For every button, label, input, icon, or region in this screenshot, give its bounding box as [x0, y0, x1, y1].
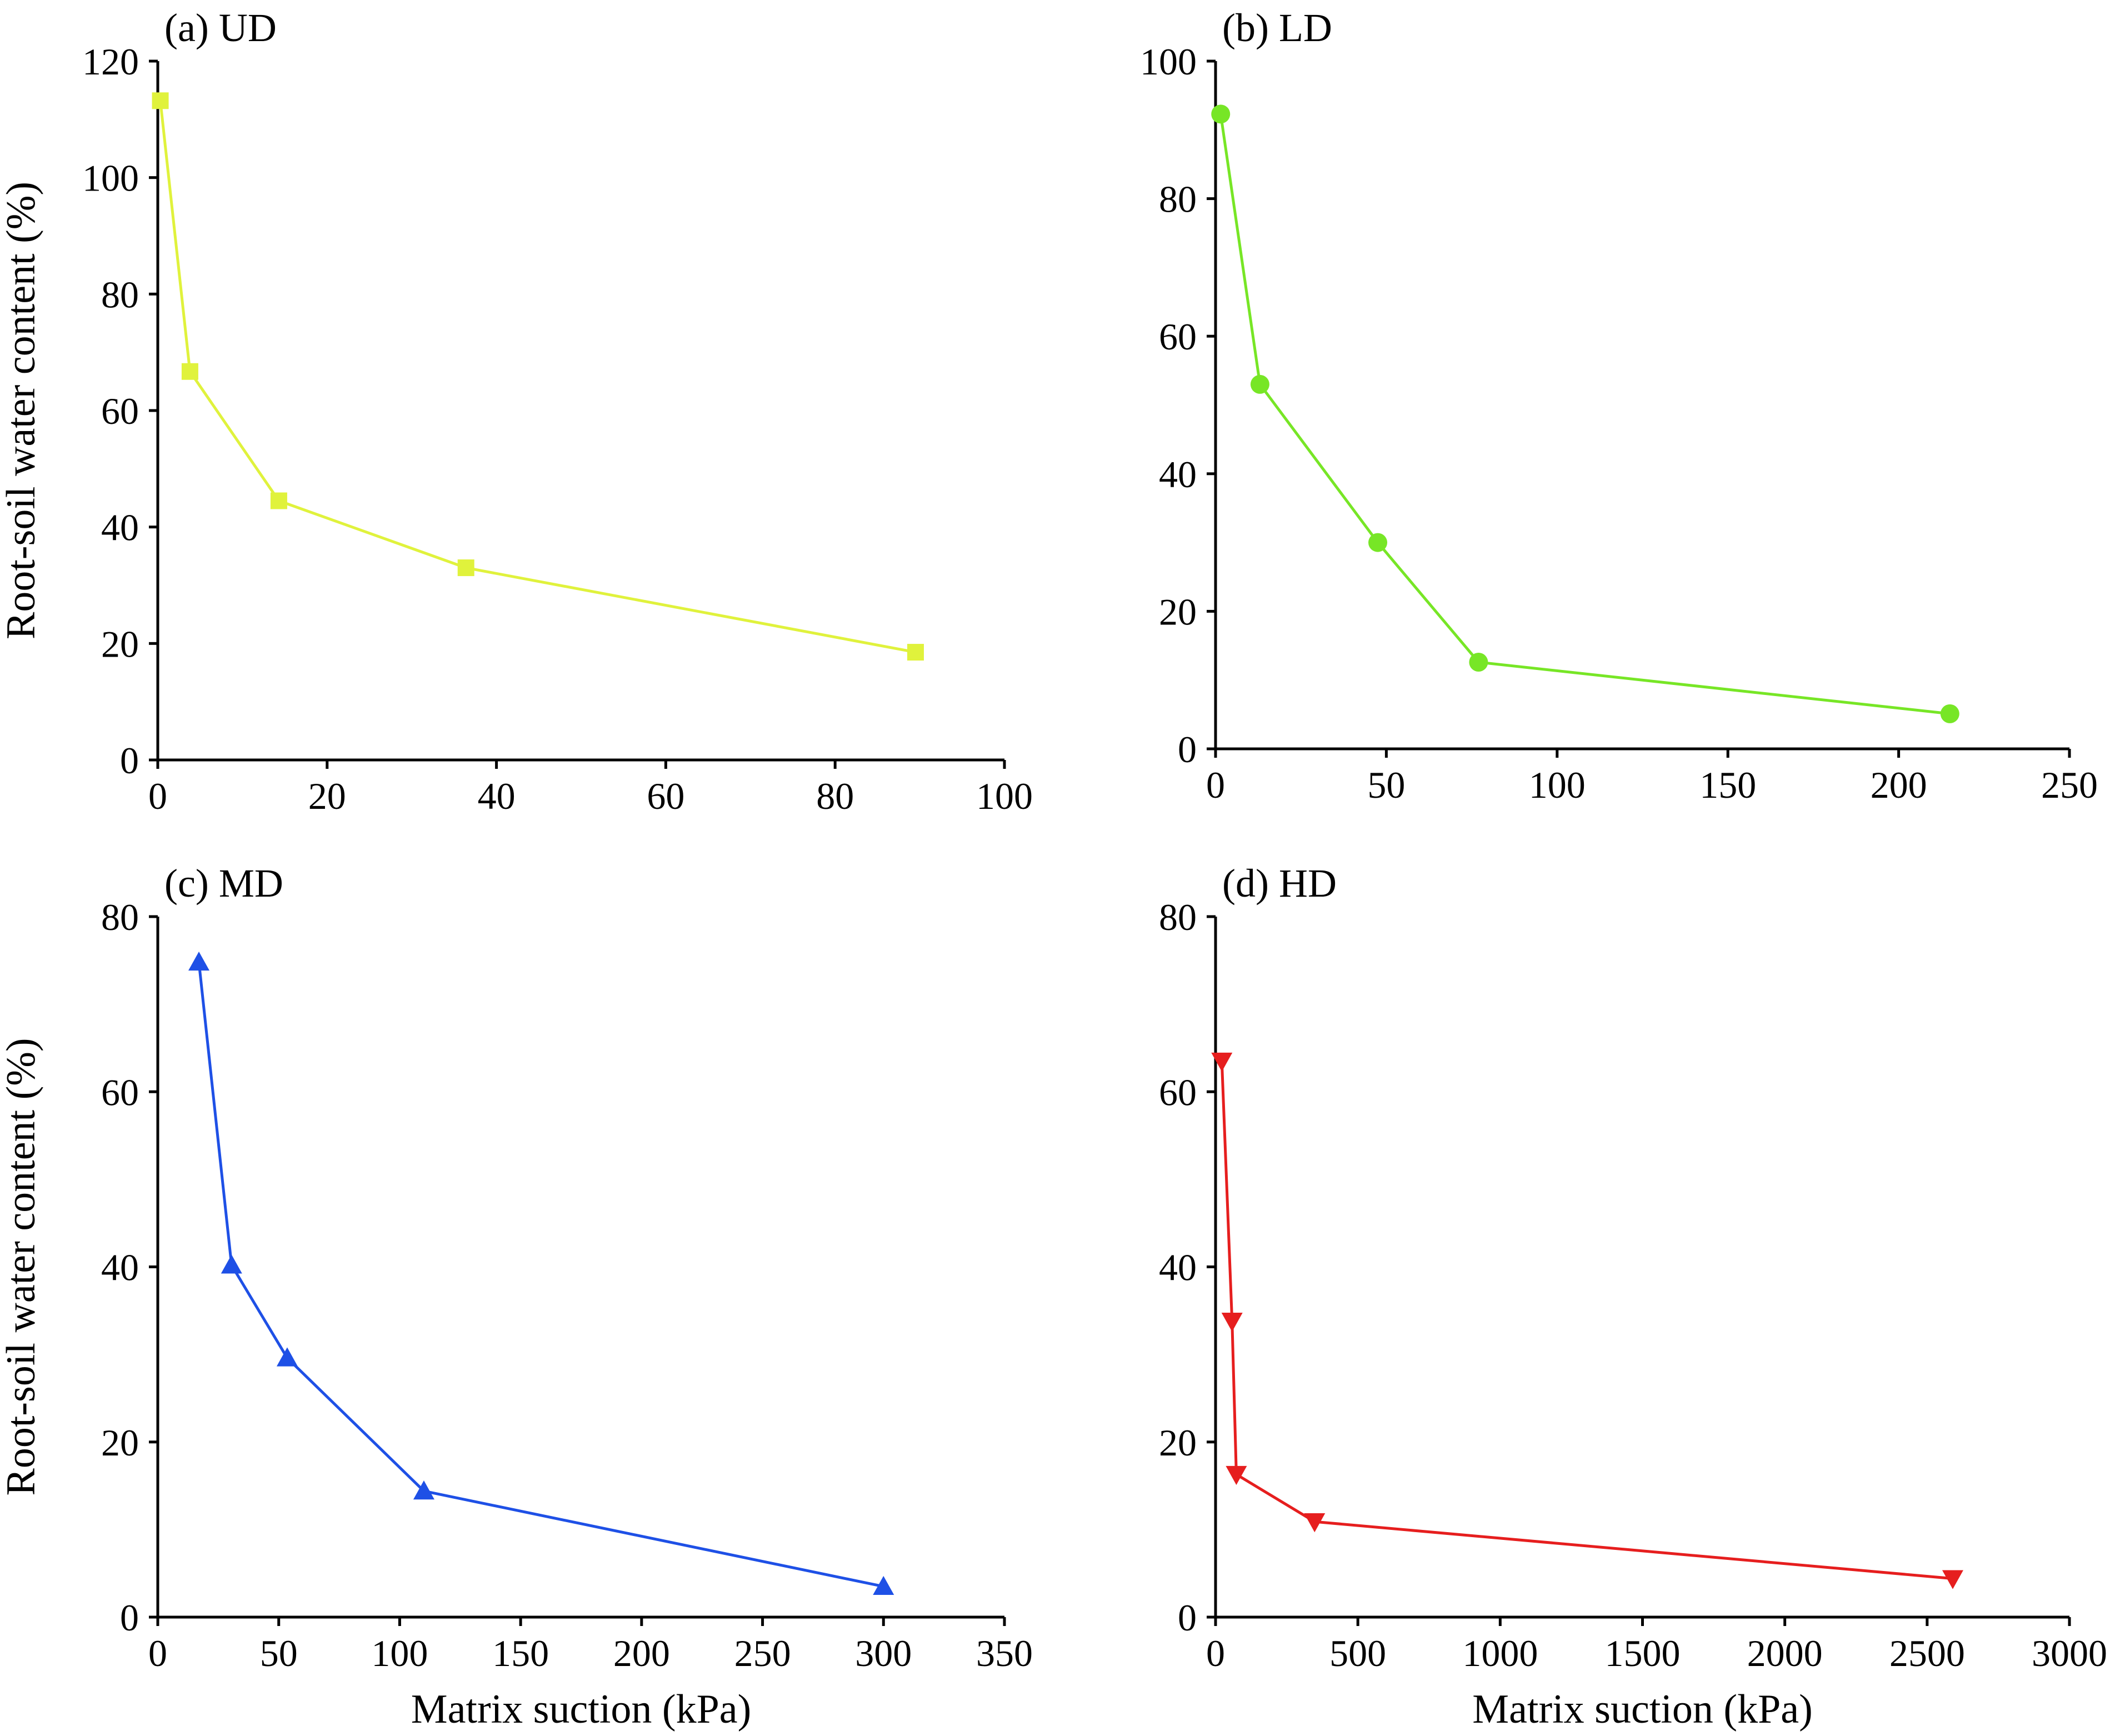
panel-c-x-tick-label: 350 [976, 1632, 1033, 1674]
panel-c-y-tick-label: 60 [101, 1071, 139, 1113]
panel-c-data-point [188, 951, 210, 971]
panel-b: 0 20 40 60 80 100 0 50 100 150 200 250 (b) LD [1140, 6, 2098, 806]
panel-d-x-tick-label: 1500 [1605, 1632, 1681, 1674]
panel-a-y-tick-label: 0 [120, 739, 139, 782]
panel-c-data-point [221, 1254, 242, 1274]
panel-d-y-tick-label: 20 [1159, 1422, 1197, 1464]
panel-a-x-tick-label: 100 [976, 775, 1033, 817]
panel-c-x-tick-label: 200 [613, 1632, 670, 1674]
panel-a-y-tick-label: 60 [101, 390, 139, 432]
panel-b-data-point [1940, 704, 1959, 723]
panel-a-y-tick-label: 40 [101, 507, 139, 549]
panel-a-x-tick-label: 0 [148, 775, 167, 817]
panel-c-y-axis-title: Root-soil water content (%) [0, 1038, 44, 1495]
panel-a-y-tick-label: 80 [101, 273, 139, 316]
panel-a-title: (a) UD [164, 6, 277, 50]
panel-b-x-tick-label: 100 [1529, 764, 1586, 806]
panel-d-x-tick-label: 2000 [1747, 1632, 1823, 1674]
panel-b-x-tick-label: 150 [1699, 764, 1756, 806]
panel-a-y-axis-title: Root-soil water content (%) [0, 182, 44, 639]
panel-c-y-tick-label: 0 [120, 1597, 139, 1639]
panel-c-x-tick-label: 250 [734, 1632, 791, 1674]
panel-b-y-tick-label: 40 [1159, 453, 1197, 496]
panel-d-x-tick-label: 3000 [2032, 1632, 2107, 1674]
panel-d: 0 20 40 60 80 0 500 1000 1500 2000 2500 3000 (d) HD M… [1159, 861, 2107, 1732]
panel-a-x-tick-label: 20 [308, 775, 346, 817]
panel-c-title: (c) MD [164, 861, 283, 905]
panel-a-data-point [457, 559, 474, 577]
panel-d-x-axis-title: Matrix suction (kPa) [1472, 1687, 1812, 1732]
panel-b-x-tick-label: 0 [1206, 764, 1225, 806]
panel-c-y-tick-label: 20 [101, 1422, 139, 1464]
panel-d-data-point [1211, 1052, 1233, 1072]
panel-d-series-line [1220, 1060, 1953, 1580]
panel-c: 0 20 40 60 80 0 50 100 150 200 250 300 350 (c) MD Root… [0, 861, 1033, 1732]
panel-c-y-tick-label: 40 [101, 1247, 139, 1289]
panel-a-data-point [907, 644, 924, 661]
panel-a-data-point [270, 492, 287, 509]
panel-c-series-line [197, 962, 884, 1588]
panel-c-data-point [873, 1575, 894, 1595]
panel-b-x-tick-label: 250 [2041, 764, 2098, 806]
panel-b-y-tick-label: 0 [1178, 728, 1197, 771]
panel-d-x-tick-label: 0 [1206, 1632, 1225, 1674]
panel-a-y-tick-label: 100 [82, 157, 139, 199]
panel-d-x-tick-label: 1000 [1462, 1632, 1538, 1674]
panel-d-y-tick-label: 40 [1159, 1247, 1197, 1289]
panel-c-x-tick-label: 300 [855, 1632, 912, 1674]
panel-b-data-point [1368, 533, 1388, 552]
panel-d-title: (d) HD [1222, 861, 1337, 905]
panel-c-x-tick-label: 150 [492, 1632, 549, 1674]
panel-a-data-point [152, 92, 169, 109]
panel-b-x-tick-label: 200 [1871, 764, 1927, 806]
panel-c-y-tick-label: 80 [101, 896, 139, 938]
panel-c-data-point [413, 1480, 434, 1500]
panel-d-data-point [1304, 1513, 1326, 1533]
panel-b-y-tick-label: 60 [1159, 316, 1197, 358]
panel-b-data-point [1469, 653, 1488, 672]
panel-d-y-tick-label: 0 [1178, 1597, 1197, 1639]
panel-b-data-point [1250, 374, 1269, 394]
panel-d-data-point [1942, 1570, 1963, 1589]
panel-a-x-tick-label: 80 [816, 775, 854, 817]
panel-b-series-line [1219, 113, 1951, 716]
panel-a: 0 20 40 60 80 100 120 0 20 40 60 80 100 (a) UD Root-so… [0, 6, 1033, 817]
panel-c-x-tick-label: 100 [371, 1632, 428, 1674]
panel-a-y-tick-label: 120 [82, 41, 139, 83]
panel-d-y-tick-label: 80 [1159, 896, 1197, 938]
panel-b-y-tick-label: 20 [1159, 591, 1197, 633]
panel-b-y-tick-label: 80 [1159, 178, 1197, 221]
panel-c-x-axis-title: Matrix suction (kPa) [411, 1687, 751, 1732]
panel-b-title: (b) LD [1222, 6, 1332, 50]
panel-c-data-point [276, 1347, 298, 1367]
panel-b-data-point [1211, 104, 1231, 124]
panel-d-x-tick-label: 2500 [1889, 1632, 1965, 1674]
panel-d-data-point [1226, 1465, 1247, 1485]
panel-b-y-tick-label: 100 [1140, 41, 1197, 83]
panel-a-y-tick-label: 20 [101, 623, 139, 665]
panel-b-x-tick-label: 50 [1367, 764, 1405, 806]
panel-a-data-point [181, 363, 198, 380]
panel-a-x-tick-label: 40 [478, 775, 516, 817]
panel-a-series-line [159, 101, 916, 654]
panel-d-x-tick-label: 500 [1329, 1632, 1386, 1674]
panel-c-x-tick-label: 0 [148, 1632, 167, 1674]
panel-c-x-tick-label: 50 [260, 1632, 298, 1674]
panel-d-y-tick-label: 60 [1159, 1071, 1197, 1113]
panel-d-data-point [1221, 1313, 1243, 1332]
panel-a-x-tick-label: 60 [647, 775, 684, 817]
